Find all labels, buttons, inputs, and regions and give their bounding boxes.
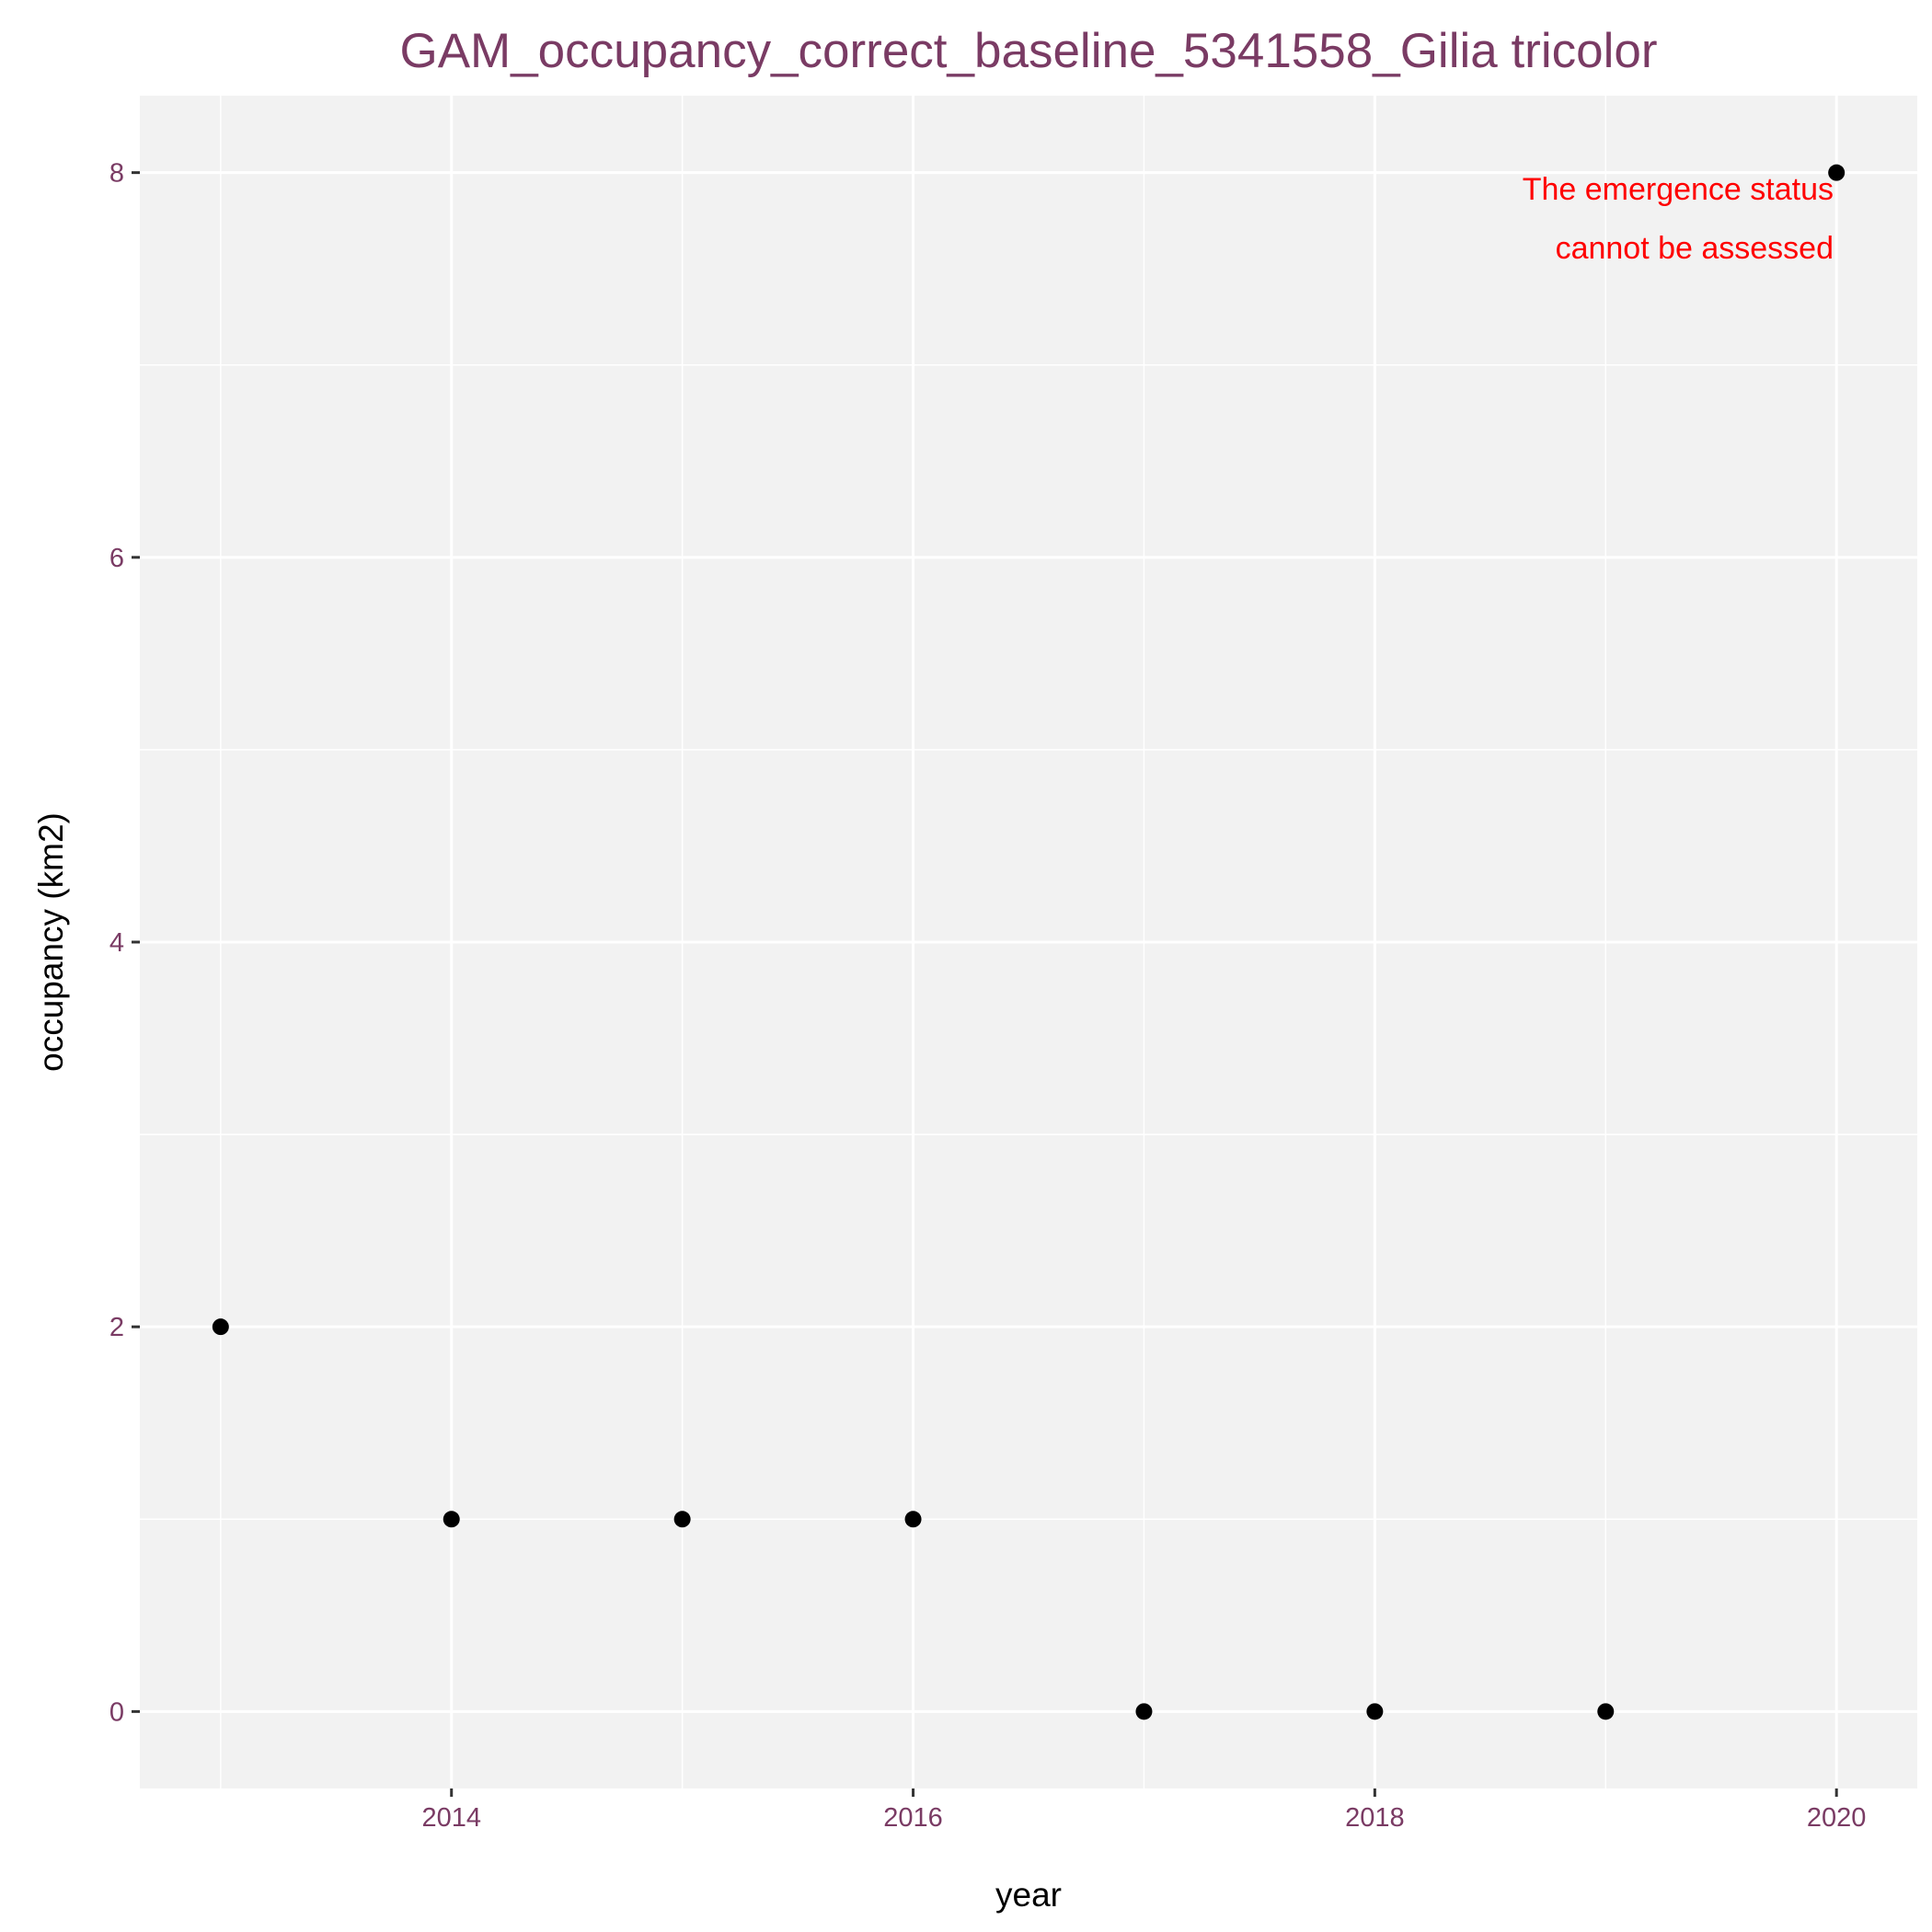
x-tick-label: 2016 — [883, 1803, 943, 1833]
data-point — [673, 1511, 691, 1528]
annotation-line: The emergence status — [1523, 172, 1834, 207]
major-gridlines — [140, 96, 1917, 1788]
y-axis-title: occupancy (km2) — [32, 812, 70, 1072]
data-points — [212, 164, 1846, 1720]
y-axis: 0 2 4 6 8 — [109, 159, 140, 1727]
x-tick-label: 2020 — [1807, 1803, 1867, 1833]
y-tick-label: 6 — [109, 544, 124, 573]
annotation-line: cannot be assessed — [1556, 231, 1834, 266]
y-tick-label: 4 — [109, 928, 124, 958]
annotation: The emergence status cannot be assessed — [1523, 172, 1834, 266]
x-axis: 2014 2016 2018 2020 — [421, 1788, 1866, 1833]
data-point — [212, 1318, 229, 1336]
y-tick-label: 8 — [109, 159, 124, 189]
data-point — [1135, 1703, 1153, 1720]
chart-title: GAM_occupancy_correct_baseline_5341558_G… — [399, 24, 1657, 78]
data-point — [904, 1511, 922, 1528]
data-point — [443, 1511, 460, 1528]
data-point — [1366, 1703, 1384, 1720]
y-tick-label: 0 — [109, 1697, 124, 1727]
x-tick-label: 2018 — [1345, 1803, 1405, 1833]
data-point — [1828, 164, 1846, 181]
data-point — [1597, 1703, 1615, 1720]
x-axis-title: year — [995, 1876, 1062, 1914]
y-tick-label: 2 — [109, 1313, 124, 1342]
x-tick-label: 2014 — [421, 1803, 481, 1833]
